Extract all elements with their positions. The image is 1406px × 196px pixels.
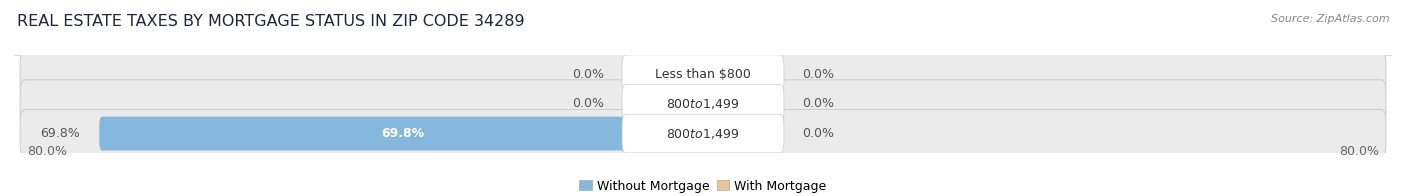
FancyBboxPatch shape (700, 57, 762, 91)
Text: 0.0%: 0.0% (801, 68, 834, 81)
FancyBboxPatch shape (700, 87, 762, 121)
FancyBboxPatch shape (644, 57, 706, 91)
Text: 0.0%: 0.0% (801, 97, 834, 110)
FancyBboxPatch shape (621, 55, 785, 93)
FancyBboxPatch shape (20, 80, 1386, 128)
FancyBboxPatch shape (700, 117, 762, 151)
FancyBboxPatch shape (20, 110, 1386, 158)
Text: 69.8%: 69.8% (41, 127, 80, 140)
Text: 0.0%: 0.0% (572, 68, 605, 81)
FancyBboxPatch shape (100, 117, 706, 151)
Text: 80.0%: 80.0% (27, 145, 67, 158)
Text: Source: ZipAtlas.com: Source: ZipAtlas.com (1271, 14, 1389, 24)
FancyBboxPatch shape (621, 114, 785, 153)
Text: REAL ESTATE TAXES BY MORTGAGE STATUS IN ZIP CODE 34289: REAL ESTATE TAXES BY MORTGAGE STATUS IN … (17, 14, 524, 29)
Text: 0.0%: 0.0% (801, 127, 834, 140)
FancyBboxPatch shape (621, 85, 785, 123)
Text: $800 to $1,499: $800 to $1,499 (666, 127, 740, 141)
Legend: Without Mortgage, With Mortgage: Without Mortgage, With Mortgage (574, 175, 832, 196)
Text: 69.8%: 69.8% (381, 127, 425, 140)
FancyBboxPatch shape (20, 50, 1386, 98)
Text: Less than $800: Less than $800 (655, 68, 751, 81)
Text: 0.0%: 0.0% (572, 97, 605, 110)
Text: 80.0%: 80.0% (1339, 145, 1379, 158)
FancyBboxPatch shape (644, 87, 706, 121)
Text: $800 to $1,499: $800 to $1,499 (666, 97, 740, 111)
